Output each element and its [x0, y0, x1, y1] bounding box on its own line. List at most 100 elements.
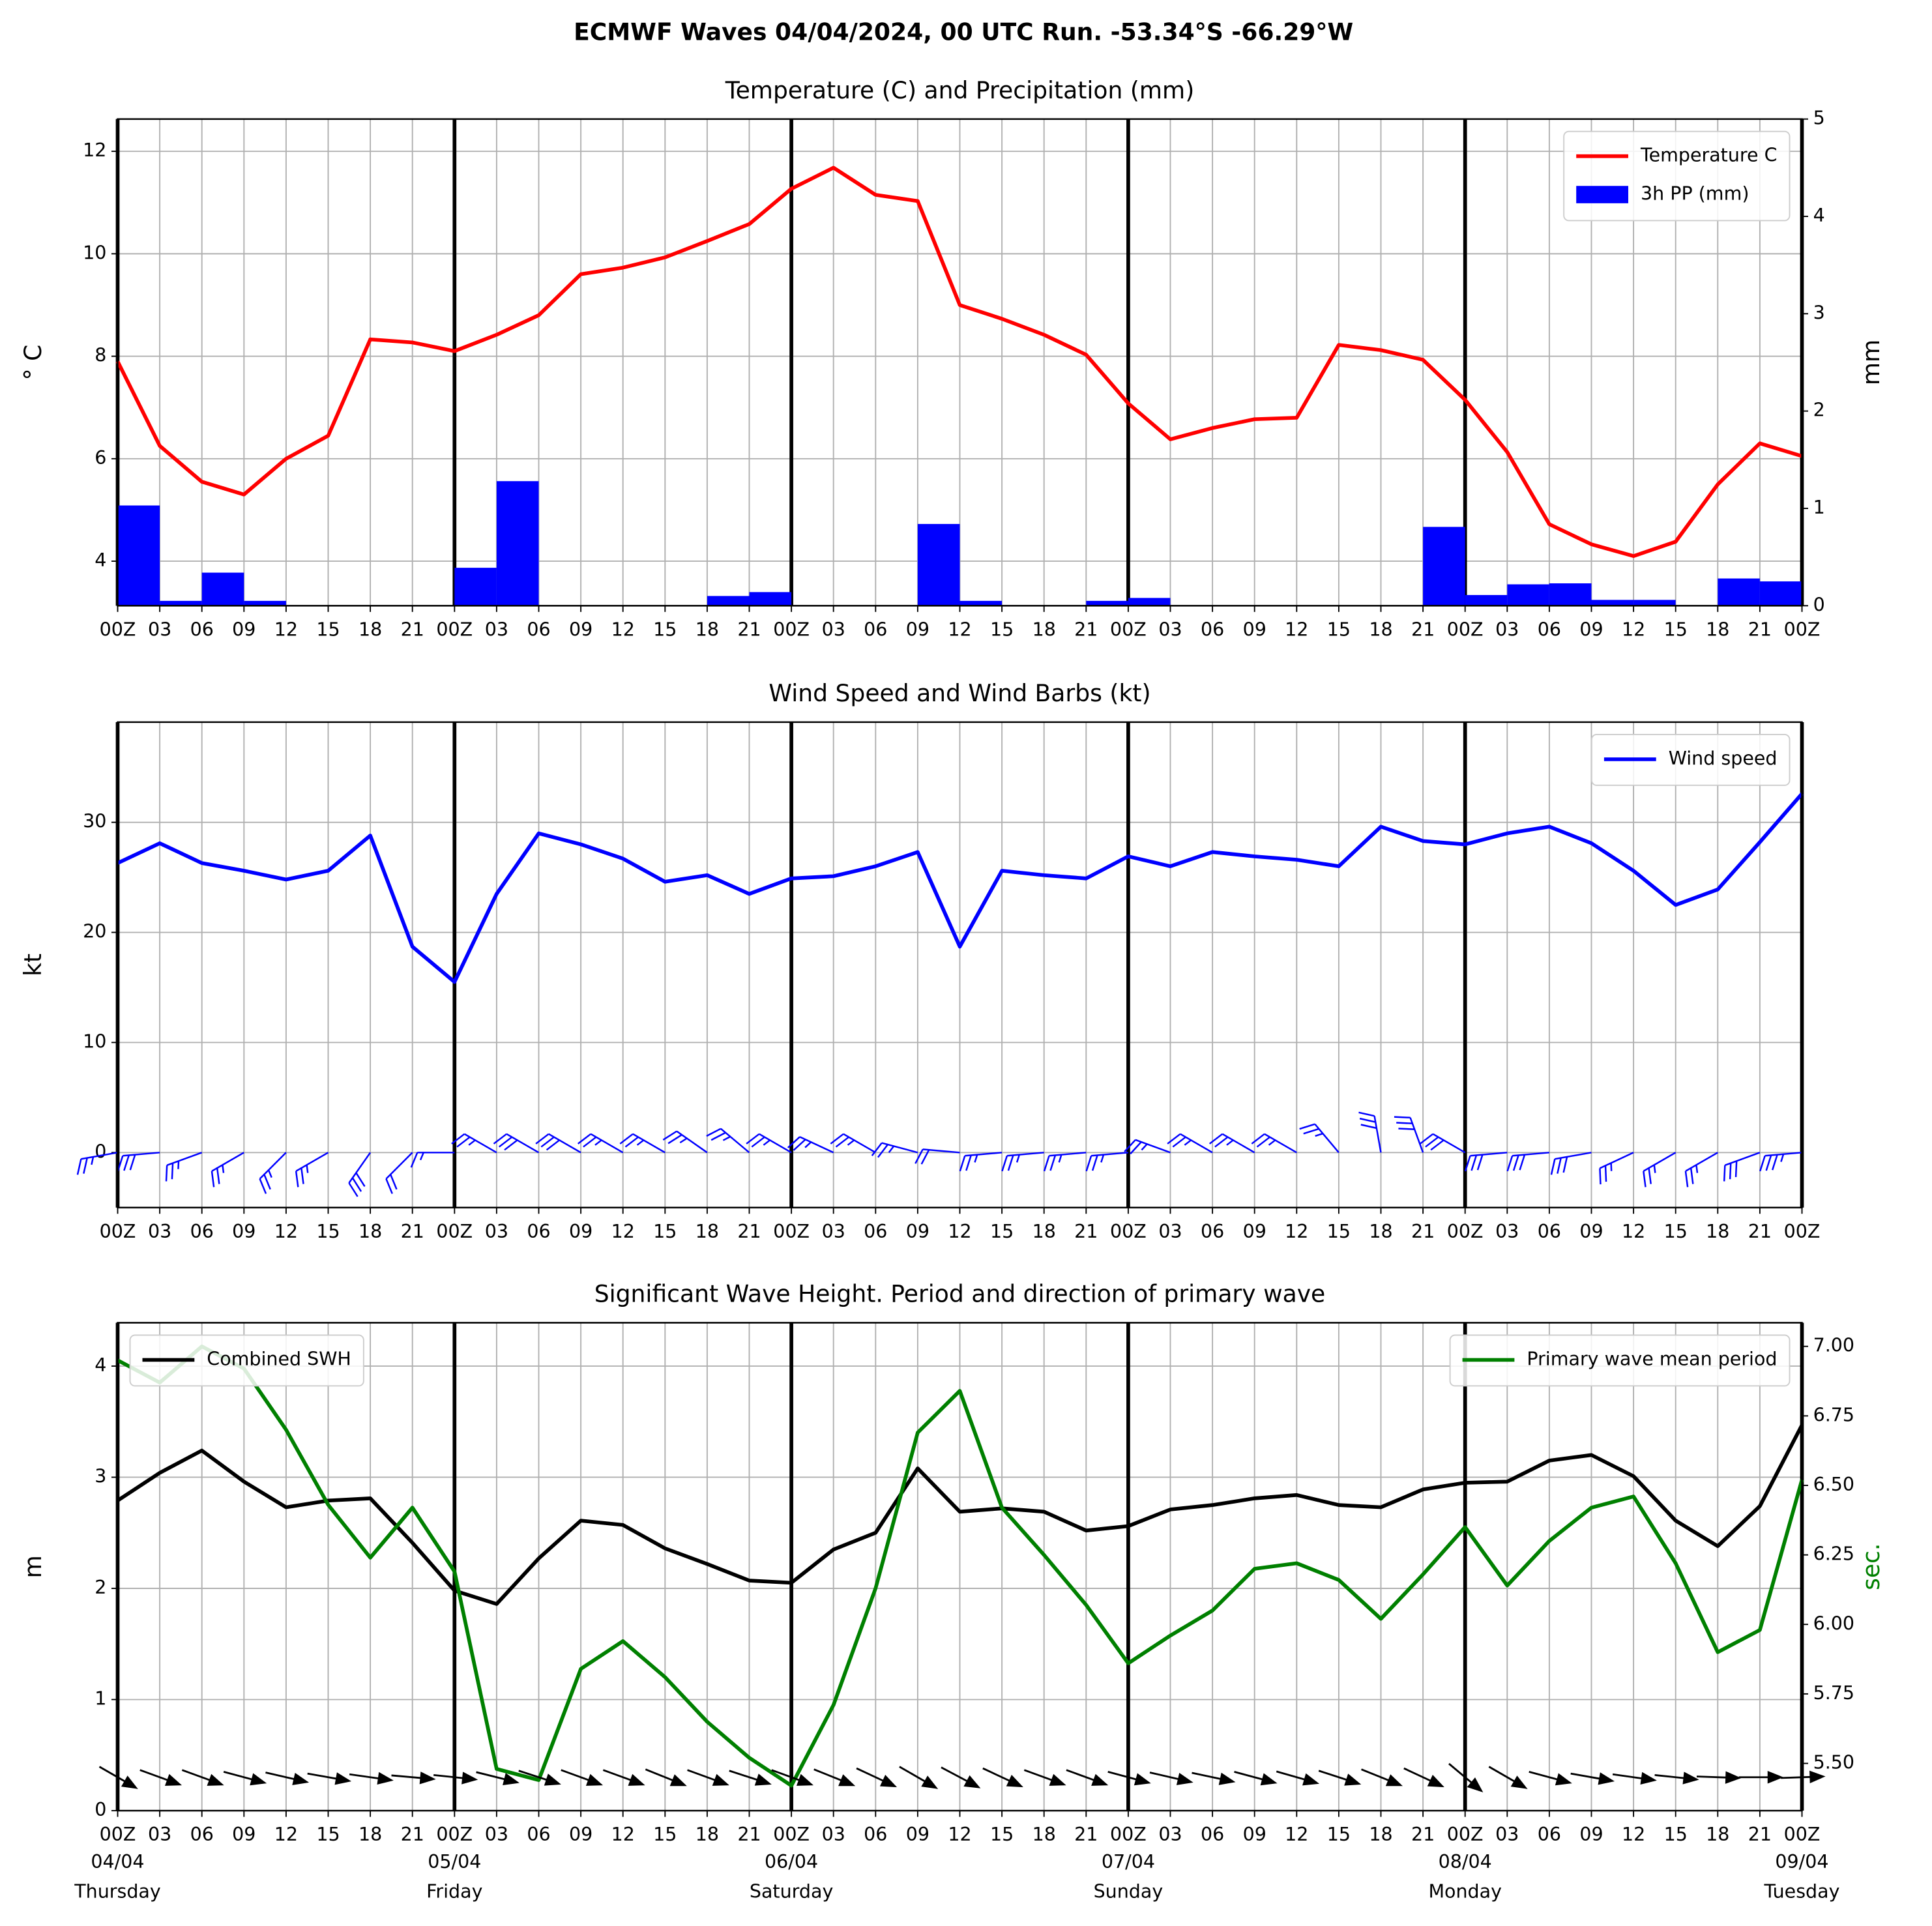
wave-arrow	[561, 1769, 604, 1786]
wind-barb	[1723, 1152, 1761, 1182]
x-tick-label: 09	[906, 1824, 929, 1845]
figure-title: ECMWF Waves 04/04/2024, 00 UTC Run. -53.…	[574, 19, 1353, 46]
x-tick-label: 18	[1369, 1221, 1392, 1242]
x-tick-label: 09	[1243, 1221, 1266, 1242]
x-tick-label: 03	[148, 1824, 171, 1845]
legend-label: Temperature C	[1640, 145, 1778, 166]
x-tick-label: 15	[653, 1221, 677, 1242]
bar	[1507, 584, 1549, 606]
x-tick-label: 18	[695, 619, 719, 640]
x-tick-label: 00Z	[100, 619, 136, 640]
wave-arrow	[1318, 1770, 1362, 1786]
wind-barb	[1684, 1152, 1718, 1188]
x-tick-label: 03	[822, 619, 845, 640]
wave-arrow	[1570, 1772, 1615, 1785]
x-tick-label: 15	[1664, 1221, 1688, 1242]
wind-barb	[1550, 1152, 1592, 1175]
wave-arrow	[813, 1768, 856, 1787]
y-tick-label: 6	[95, 447, 106, 469]
x-tick-label: 03	[1158, 619, 1182, 640]
x-tick-label: 03	[148, 1221, 171, 1242]
series-line	[117, 792, 1804, 984]
y2-tick-label: 4	[1813, 205, 1825, 226]
x-tick-label: 12	[948, 1221, 971, 1242]
wave-arrow	[1781, 1770, 1826, 1784]
wind-barb	[76, 1152, 118, 1175]
wave-arrow	[982, 1767, 1023, 1788]
wave-arrow	[1654, 1772, 1699, 1785]
wind-barb	[959, 1152, 1003, 1172]
y-axis-label: m	[20, 1555, 47, 1578]
y-tick-label: 12	[83, 139, 106, 161]
wave-arrow	[1738, 1771, 1784, 1784]
wind-barb	[1394, 1116, 1424, 1153]
x-tick-label: 12	[1622, 1221, 1645, 1242]
y-tick-label: 30	[83, 811, 106, 832]
wave-arrow	[181, 1769, 224, 1786]
x-tick-label: 00Z	[1447, 1824, 1484, 1845]
x-tick-label: 12	[611, 1824, 635, 1845]
weekday-label: Sunday	[1094, 1880, 1164, 1902]
x-tick-label: 09	[232, 1824, 256, 1845]
wind-barb	[535, 1133, 581, 1154]
x-tick-label: 03	[822, 1221, 845, 1242]
wind-barb	[1043, 1152, 1087, 1172]
bar	[454, 568, 497, 606]
y2-tick-label: 6.25	[1813, 1543, 1854, 1565]
x-tick-label: 00Z	[436, 619, 473, 640]
x-tick-label: 06	[1201, 619, 1224, 640]
x-tick-label: 00Z	[1784, 1221, 1821, 1242]
x-tick-label: 18	[1369, 1824, 1392, 1845]
x-tick-label: 15	[1664, 619, 1688, 640]
legend-frame	[1449, 1334, 1791, 1387]
x-tick-label: 12	[1285, 619, 1308, 640]
x-tick-label: 21	[401, 1824, 424, 1845]
x-tick-label: 06	[1538, 619, 1561, 640]
x-tick-label: 09	[232, 1221, 256, 1242]
x-tick-label: 18	[1032, 619, 1056, 640]
y-tick-label: 10	[83, 242, 106, 263]
x-tick-label: 18	[359, 1824, 382, 1845]
y2-axis-label: mm	[1858, 340, 1885, 385]
wind-barb	[1299, 1123, 1339, 1154]
bar	[117, 505, 160, 606]
x-tick-label: 12	[611, 1221, 635, 1242]
x-tick-label: 21	[737, 619, 761, 640]
x-tick-label: 03	[1495, 1221, 1519, 1242]
wave-arrow	[1107, 1771, 1151, 1786]
x-tick-label: 21	[1748, 1221, 1772, 1242]
legend-label: Wind speed	[1669, 748, 1778, 769]
x-tick-label: 06	[527, 619, 550, 640]
wave-arrow	[1488, 1766, 1528, 1789]
y2-tick-label: 7.00	[1813, 1335, 1854, 1356]
x-tick-label: 18	[1706, 619, 1729, 640]
y-tick-label: 0	[95, 1141, 106, 1162]
wind-barb	[830, 1133, 876, 1154]
x-tick-label: 06	[864, 1221, 887, 1242]
x-tick-label: 15	[990, 1221, 1014, 1242]
x-tick-label: 21	[401, 619, 424, 640]
x-tick-label: 09	[1243, 619, 1266, 640]
legend-label: Combined SWH	[207, 1348, 351, 1369]
y2-tick-label: 5.75	[1813, 1682, 1854, 1704]
x-tick-label: 00Z	[436, 1221, 473, 1242]
x-tick-label: 21	[1074, 1221, 1098, 1242]
x-tick-label: 06	[527, 1824, 550, 1845]
wind-barb	[662, 1130, 708, 1154]
wind-barb	[1001, 1152, 1044, 1172]
wind-barb	[1759, 1152, 1802, 1172]
wind-barb	[1167, 1133, 1213, 1154]
x-tick-label: 12	[1285, 1824, 1308, 1845]
x-tick-label: 21	[737, 1221, 761, 1242]
wave-arrow	[1066, 1769, 1109, 1786]
wind-barb	[385, 1152, 413, 1194]
wind-barb	[117, 1152, 160, 1172]
y-axis-label: ° C	[20, 345, 47, 381]
x-tick-label: 21	[1748, 1824, 1772, 1845]
y-tick-label: 1	[95, 1688, 106, 1710]
x-tick-label: 00Z	[436, 1824, 473, 1845]
x-tick-label: 18	[1032, 1824, 1056, 1845]
x-tick-label: 06	[864, 619, 887, 640]
